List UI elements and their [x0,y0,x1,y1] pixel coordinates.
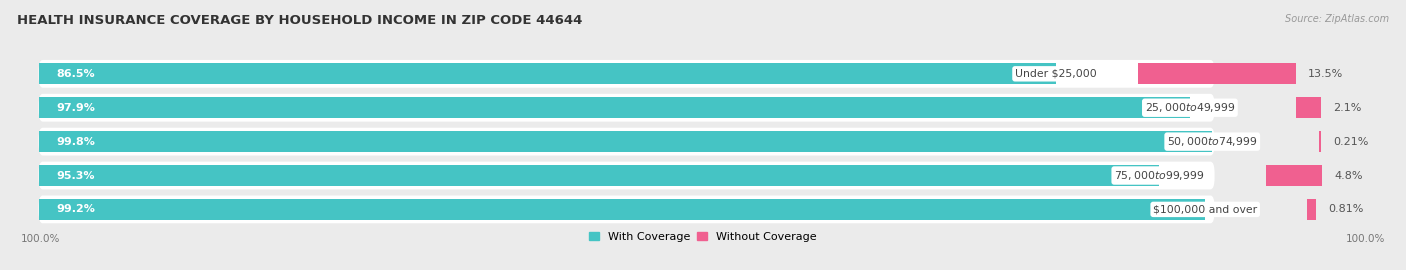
Text: 97.9%: 97.9% [56,103,96,113]
Bar [38,165,1160,186]
Text: 86.5%: 86.5% [56,69,94,79]
Text: 100.0%: 100.0% [1346,234,1385,244]
FancyBboxPatch shape [38,195,1215,223]
Bar [38,63,1056,84]
Text: 2.1%: 2.1% [1333,103,1361,113]
Text: HEALTH INSURANCE COVERAGE BY HOUSEHOLD INCOME IN ZIP CODE 44644: HEALTH INSURANCE COVERAGE BY HOUSEHOLD I… [17,14,582,26]
Text: $75,000 to $99,999: $75,000 to $99,999 [1114,169,1205,182]
Text: Source: ZipAtlas.com: Source: ZipAtlas.com [1285,14,1389,23]
Bar [38,199,1205,220]
Text: 95.3%: 95.3% [56,171,94,181]
Text: $100,000 and over: $100,000 and over [1153,204,1257,214]
FancyBboxPatch shape [38,162,1215,189]
Legend: With Coverage, Without Coverage: With Coverage, Without Coverage [589,232,817,242]
Bar [38,97,1189,118]
Bar [1137,63,1296,84]
Text: 99.2%: 99.2% [56,204,96,214]
Bar [1306,199,1316,220]
FancyBboxPatch shape [38,128,1215,156]
Text: $25,000 to $49,999: $25,000 to $49,999 [1144,101,1234,114]
FancyBboxPatch shape [38,94,1215,122]
Bar [38,131,1212,152]
Text: 13.5%: 13.5% [1308,69,1344,79]
Text: 100.0%: 100.0% [21,234,60,244]
Text: 0.21%: 0.21% [1333,137,1368,147]
Text: Under $25,000: Under $25,000 [1015,69,1097,79]
Text: $50,000 to $74,999: $50,000 to $74,999 [1167,135,1257,148]
FancyBboxPatch shape [38,60,1215,88]
Bar [1296,97,1322,118]
Bar [1265,165,1322,186]
Text: 4.8%: 4.8% [1334,171,1362,181]
Text: 0.81%: 0.81% [1329,204,1364,214]
Bar [1319,131,1322,152]
Text: 99.8%: 99.8% [56,137,96,147]
